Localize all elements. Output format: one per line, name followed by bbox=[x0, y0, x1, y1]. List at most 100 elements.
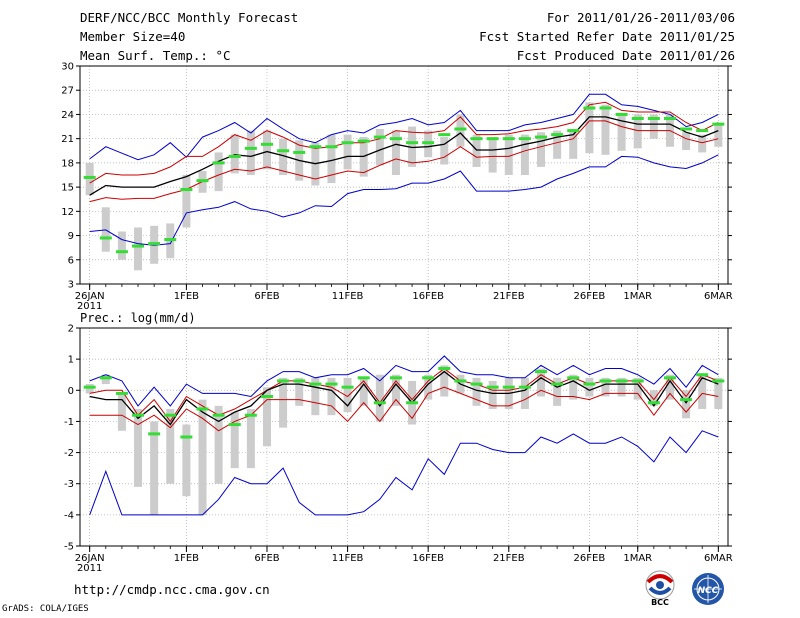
spread-box bbox=[134, 227, 143, 271]
median-mark bbox=[535, 370, 548, 374]
median-mark bbox=[196, 179, 209, 183]
spread-box bbox=[682, 390, 691, 419]
median-mark bbox=[518, 385, 531, 389]
x-tick-label: 26FEB bbox=[574, 291, 606, 302]
plot-area-1 bbox=[80, 328, 728, 546]
x-tick-label: 16FEB bbox=[412, 553, 444, 564]
median-mark bbox=[647, 116, 660, 120]
median-mark bbox=[341, 385, 354, 389]
spread-box bbox=[343, 134, 352, 170]
x-tick-label: 6FEB bbox=[254, 553, 279, 564]
plot-frame-1 bbox=[79, 327, 729, 547]
median-mark bbox=[373, 135, 386, 139]
median-mark bbox=[438, 366, 451, 370]
median-mark bbox=[212, 161, 225, 165]
source-url[interactable]: http://cmdp.ncc.cma.gov.cn bbox=[74, 582, 270, 597]
median-mark bbox=[502, 137, 515, 141]
spread-box bbox=[391, 374, 400, 406]
median-mark bbox=[325, 382, 338, 386]
spread-box bbox=[665, 374, 674, 400]
median-mark bbox=[438, 133, 451, 137]
series-line-min bbox=[89, 154, 719, 246]
spread-box bbox=[134, 408, 143, 487]
median-mark bbox=[567, 376, 580, 380]
median-mark bbox=[647, 401, 660, 405]
precip-panel-title: Prec.: log(mm/d) bbox=[80, 311, 196, 325]
median-mark bbox=[631, 379, 644, 383]
spread-box bbox=[456, 114, 465, 147]
spread-box bbox=[262, 130, 271, 170]
x-tick-label: 26FEB bbox=[574, 553, 606, 564]
spread-box bbox=[585, 102, 594, 154]
grads-credit: GrADS: COLA/IGES bbox=[2, 604, 89, 614]
median-mark bbox=[244, 413, 257, 417]
median-mark bbox=[196, 407, 209, 411]
median-mark bbox=[115, 250, 128, 254]
spread-box bbox=[117, 231, 126, 260]
series-line-lower bbox=[89, 120, 719, 203]
median-mark bbox=[341, 141, 354, 145]
median-mark bbox=[309, 382, 322, 386]
ncc-logo: NCC bbox=[692, 573, 724, 605]
median-mark bbox=[696, 129, 709, 133]
plot-frame-0 bbox=[79, 65, 729, 285]
spread-box bbox=[182, 175, 191, 228]
median-mark bbox=[115, 391, 128, 395]
median-mark bbox=[631, 116, 644, 120]
y-tick-label: 1 bbox=[68, 355, 74, 366]
spread-box bbox=[633, 377, 642, 400]
median-mark bbox=[518, 137, 531, 141]
spread-box bbox=[214, 405, 223, 484]
spread-box bbox=[408, 126, 417, 167]
spread-box bbox=[472, 377, 481, 406]
bcc-logo: BCC bbox=[645, 570, 675, 607]
spread-box bbox=[101, 374, 110, 385]
bcc-logo-text: BCC bbox=[651, 598, 669, 607]
series-line-upper bbox=[89, 367, 719, 423]
y-tick-label: 18 bbox=[61, 158, 74, 169]
median-mark bbox=[325, 145, 338, 149]
spread-box bbox=[698, 134, 707, 153]
spread-box bbox=[472, 134, 481, 167]
median-mark bbox=[615, 379, 628, 383]
median-mark bbox=[373, 401, 386, 405]
median-mark bbox=[663, 376, 676, 380]
spread-box bbox=[375, 128, 384, 166]
spread-box bbox=[698, 374, 707, 409]
spread-box bbox=[633, 114, 642, 149]
median-mark bbox=[357, 376, 370, 380]
spread-box bbox=[617, 112, 626, 151]
median-mark bbox=[551, 133, 564, 137]
y-tick-label: -1 bbox=[64, 417, 74, 428]
y-tick-label: 15 bbox=[61, 183, 74, 194]
median-mark bbox=[132, 244, 145, 248]
median-mark bbox=[535, 135, 548, 139]
x-tick-label: 1FEB bbox=[174, 291, 199, 302]
median-mark bbox=[454, 127, 467, 131]
median-mark bbox=[470, 137, 483, 141]
median-mark bbox=[583, 382, 596, 386]
y-tick-label: -3 bbox=[64, 479, 74, 490]
spread-box bbox=[537, 132, 546, 167]
x-tick-label: 21FEB bbox=[493, 553, 525, 564]
median-mark bbox=[260, 395, 273, 399]
forecast-range: For 2011/01/26-2011/03/06 bbox=[546, 10, 735, 25]
median-mark bbox=[164, 413, 177, 417]
series-line-mean bbox=[89, 116, 719, 196]
x-tick-label: 16FEB bbox=[412, 291, 444, 302]
spread-box bbox=[214, 152, 223, 192]
ncc-logo-text: NCC bbox=[698, 586, 719, 596]
median-mark bbox=[180, 435, 193, 439]
chart-title: DERF/NCC/BCC Monthly Forecast bbox=[80, 10, 299, 25]
x-tick-label: 11FEB bbox=[332, 291, 364, 302]
median-mark bbox=[470, 382, 483, 386]
x-tick-label: 11FEB bbox=[332, 553, 364, 564]
spread-box bbox=[375, 374, 384, 422]
median-mark bbox=[309, 145, 322, 149]
median-mark bbox=[228, 154, 241, 158]
spread-box bbox=[230, 134, 239, 174]
spread-box bbox=[85, 384, 94, 394]
spread-box bbox=[553, 130, 562, 159]
spread-box bbox=[279, 138, 288, 175]
spread-box bbox=[585, 377, 594, 397]
